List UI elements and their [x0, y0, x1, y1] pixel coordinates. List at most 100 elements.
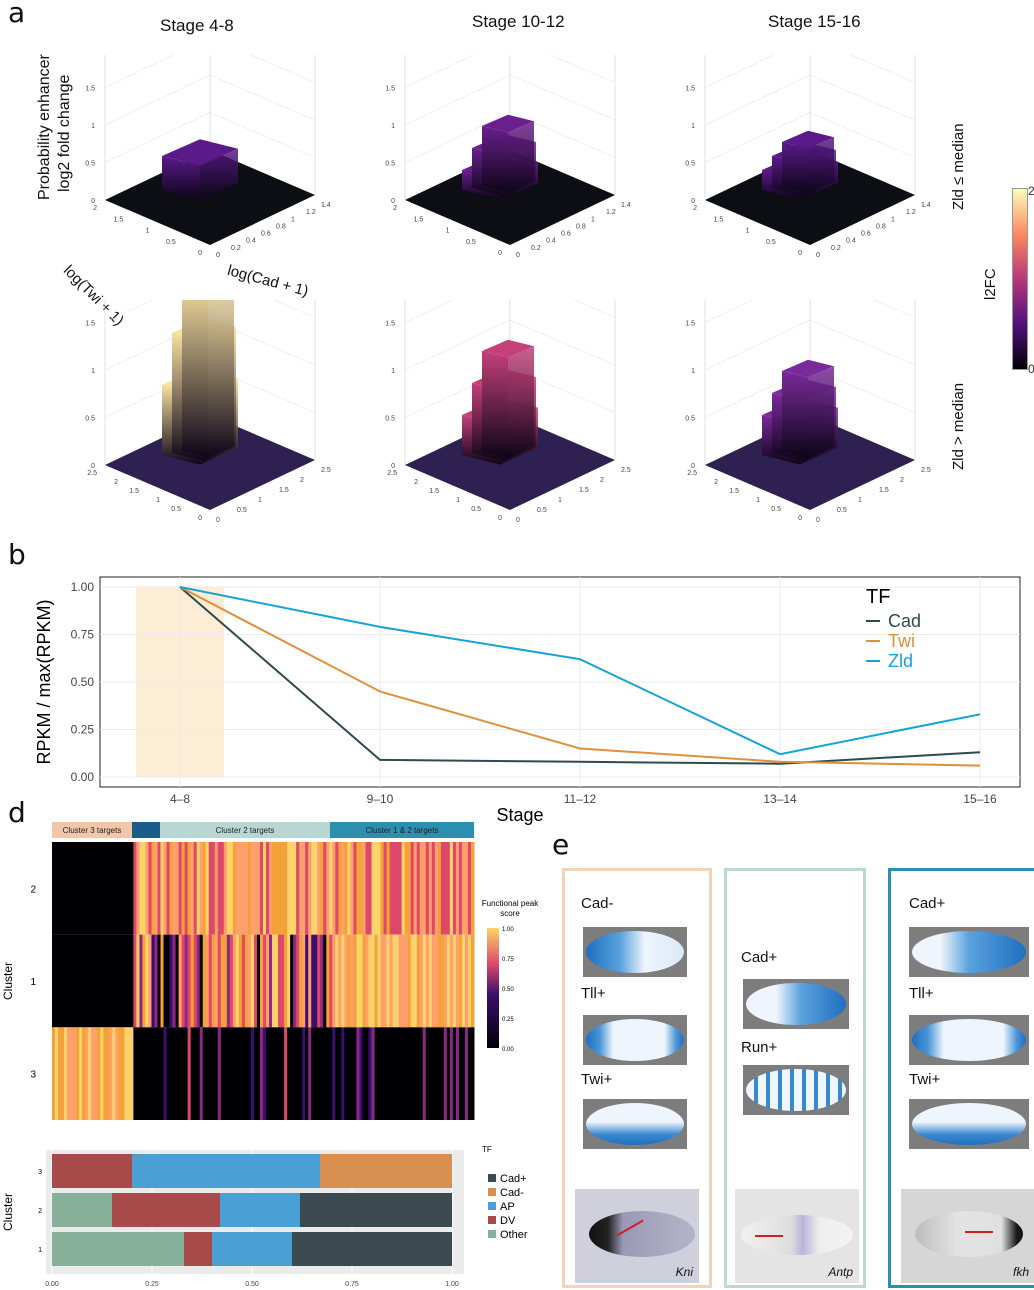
fkh-label-3: Twi+ [909, 1071, 941, 1088]
y-tick-label: 2 [414, 479, 418, 486]
z-tick-label: 1 [391, 123, 395, 130]
z-tick-label: 0 [391, 463, 395, 470]
heatmap-cell [55, 842, 59, 935]
heatmap-cell [401, 934, 406, 1028]
heatmap-cell [127, 842, 131, 935]
heatmap-cell [395, 934, 400, 1028]
heatmap-cell [148, 934, 152, 1028]
heatmap-cell [452, 1027, 457, 1120]
x-tick-label: 1 [591, 216, 595, 223]
z-tick-label: 0.5 [85, 161, 95, 168]
y-tick-label: 1 [156, 497, 160, 504]
antp-label-2: Run+ [741, 1039, 778, 1056]
heatmap-cell [290, 1027, 294, 1120]
colorbar-max: 2 [1028, 184, 1034, 198]
heatmap-cell [356, 842, 360, 935]
heatmap-cell [205, 1027, 210, 1120]
y-tick-label: 1.5 [114, 216, 124, 223]
stage-title-3: Stage 15-16 [768, 12, 861, 31]
bar-legend-label: DV [500, 1215, 516, 1227]
y-tick-label: 2 [93, 205, 97, 212]
l2fc-colorbar [1012, 188, 1028, 370]
heatmap-cell [199, 1027, 204, 1120]
y-tick-label: 2 [693, 205, 697, 212]
panel-d-letter: d [8, 796, 26, 829]
x-tick-label: 0.5 [537, 507, 547, 514]
target-group-label: Cluster 1 & 2 targets [366, 826, 439, 835]
heatmap-cell [455, 842, 460, 935]
heatmap-cell [437, 842, 442, 935]
heatmap-cell [238, 842, 243, 935]
heatmap-cell [284, 1027, 288, 1120]
surface-face-top [162, 139, 238, 166]
target-group-bar [160, 822, 330, 838]
heatmap-cell [139, 934, 143, 1028]
heatmap-cell [431, 1027, 436, 1120]
x-tick-label: 1 [858, 497, 862, 504]
heatmap-cell [151, 842, 155, 935]
x-tick-label: 0.2 [531, 245, 541, 252]
series-line-cad [179, 586, 981, 765]
heatmap-cell [202, 842, 207, 935]
heatmap-cell [211, 1027, 216, 1120]
heatmap-cell [196, 1027, 201, 1120]
heatmap-cell [94, 934, 98, 1028]
y-tick-label: 2 [114, 479, 118, 486]
heatmap-cell [169, 842, 174, 935]
heatmap-cell [175, 1027, 180, 1120]
heatmap-cell [208, 842, 213, 935]
heatmap-cell [371, 1027, 376, 1120]
x-tick-label: 1.4 [921, 202, 931, 209]
heatmap-cell [428, 842, 433, 935]
heatmap-cell [419, 842, 424, 935]
x-tick-label: 2.5 [321, 467, 331, 474]
surface-floor [405, 150, 615, 245]
z-tick-label: 0 [691, 463, 695, 470]
y-tick-label: 2.5 [87, 470, 97, 477]
heatmap-cell [103, 934, 107, 1028]
heatmap-cell [320, 934, 324, 1028]
target-group-bar [52, 822, 132, 838]
heatmap-cell [335, 1027, 339, 1120]
heatmap-cell [470, 842, 475, 935]
heatmap-cell [184, 842, 189, 935]
heatmap-cell [386, 934, 391, 1028]
heatmap-cell [115, 934, 119, 1028]
heatmap-cell [142, 842, 146, 935]
heatmap-cell [169, 934, 174, 1028]
heatmap-cell [467, 1027, 472, 1120]
heatmap-cell [332, 842, 336, 935]
antp-label-1: Cad+ [741, 949, 778, 966]
heatmap-cell [97, 934, 101, 1028]
surface-floor [405, 415, 615, 510]
plot-box-frame [104, 300, 316, 465]
e-column-antp: Cad+ Run+ Antp [724, 868, 866, 1288]
x-tick-label: 0 [516, 517, 520, 524]
heatmap-cell [229, 1027, 234, 1120]
heatmap-cell [94, 1027, 98, 1120]
heatmap-cell [275, 842, 279, 935]
heatmap-cell [196, 934, 201, 1028]
heatmap-cell [311, 934, 315, 1028]
heatmap-cell [329, 1027, 333, 1120]
heatmap-cell [109, 934, 113, 1028]
z-tick-label: 0 [691, 198, 695, 205]
heatmap-cell [109, 1027, 113, 1120]
heatmap-cell [94, 842, 98, 935]
x-tick-label: 2.5 [621, 467, 631, 474]
heatmap-cell [377, 1027, 382, 1120]
bar-category-label: 3 [38, 1169, 42, 1176]
heatmap-cell [181, 1027, 186, 1120]
x-tick-label: 4–8 [170, 792, 190, 806]
heatmap-cell [275, 934, 279, 1028]
heatmap-cell [302, 842, 306, 935]
heatmap-cell [347, 1027, 351, 1120]
bar-x-tick: 0.00 [45, 1281, 59, 1288]
y-tick-label: 1.5 [714, 216, 724, 223]
bar-legend-label: AP [500, 1201, 515, 1213]
heatmap-cell [166, 1027, 171, 1120]
heatmap-cell [190, 934, 195, 1028]
x-tick-label: 0.8 [876, 223, 886, 230]
embryo-image [583, 1015, 687, 1065]
y-tick-label: 0 [498, 250, 502, 257]
